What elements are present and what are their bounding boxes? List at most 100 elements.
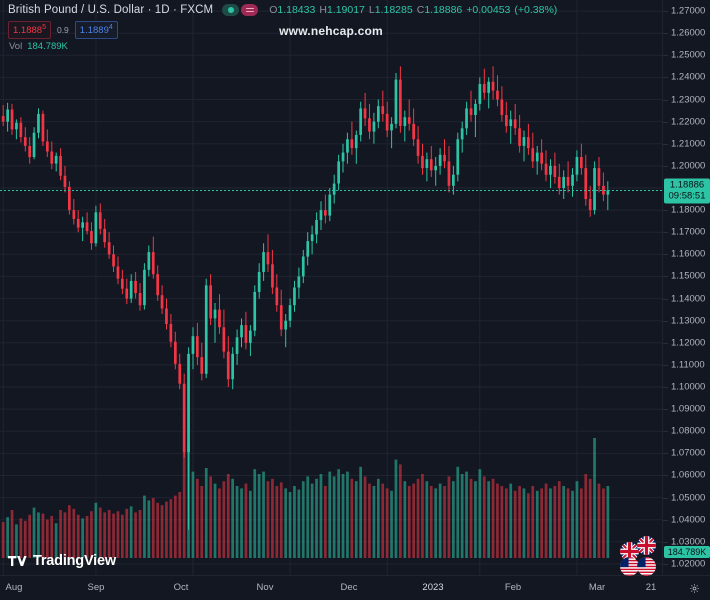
price-axis-tick bbox=[663, 143, 668, 145]
price-axis-tick bbox=[663, 55, 668, 57]
volume-axis-badge[interactable]: 184.789K bbox=[664, 546, 710, 558]
price-axis-label: 1.22000 bbox=[671, 116, 706, 128]
us-flag-icon-2 bbox=[637, 557, 656, 576]
high-key: H bbox=[319, 4, 327, 16]
spread-value: 0.9 bbox=[56, 24, 69, 35]
price-axis-tick bbox=[663, 33, 668, 35]
time-axis-label: 21 bbox=[645, 582, 657, 593]
bid-price-badge[interactable]: 1.18885 bbox=[8, 21, 51, 39]
price-axis-label: 1.23000 bbox=[671, 94, 706, 106]
tradingview-branding[interactable]: TradingView bbox=[8, 553, 116, 569]
current-price-time: 09:58:51 bbox=[668, 190, 706, 201]
price-axis-label: 1.27000 bbox=[671, 5, 706, 17]
ask-price-sup: 4 bbox=[108, 23, 113, 31]
time-axis-label: Oct bbox=[173, 582, 189, 593]
symbol-title[interactable]: British Pound / U.S. Dollar · 1D · FXCM bbox=[8, 4, 214, 16]
ohlc-legend: O1.18433 H1.19017 L1.18285 C1.18886 +0.00453… bbox=[269, 4, 557, 16]
open-value: 1.18433 bbox=[277, 4, 316, 16]
open-key: O bbox=[269, 4, 278, 16]
current-price-badge[interactable]: 1.18886 09:58:51 bbox=[664, 178, 710, 203]
price-axis-tick bbox=[663, 387, 668, 389]
price-axis-label: 1.12000 bbox=[671, 337, 706, 349]
chart-header: British Pound / U.S. Dollar · 1D · FXCM … bbox=[0, 0, 710, 20]
price-axis-tick bbox=[663, 121, 668, 123]
price-axis-label: 1.09000 bbox=[671, 403, 706, 415]
price-axis-label: 1.25000 bbox=[671, 49, 706, 61]
time-axis-label: Feb bbox=[504, 582, 522, 593]
price-axis-tick bbox=[663, 563, 668, 565]
change-percent: (+0.38%) bbox=[514, 4, 558, 16]
price-axis-tick bbox=[663, 409, 668, 411]
close-key: C bbox=[416, 4, 425, 16]
bid-ask-row: 1.18885 0.9 1.18894 bbox=[8, 21, 118, 39]
time-axis-label: Nov bbox=[256, 582, 274, 593]
time-axis-label: Mar bbox=[588, 582, 606, 593]
high-value: 1.19017 bbox=[326, 4, 365, 16]
price-axis-label: 1.20000 bbox=[671, 160, 706, 172]
price-axis[interactable]: 1.27000 1.26000 1.25000 1.24000 1.23000 1.220… bbox=[662, 0, 710, 575]
price-axis-label: 1.26000 bbox=[671, 27, 706, 39]
header-toggles bbox=[222, 4, 259, 16]
lines-toggle-icon[interactable] bbox=[241, 4, 259, 16]
price-axis-label: 1.02000 bbox=[671, 558, 706, 570]
price-axis-tick bbox=[663, 77, 668, 79]
price-axis-tick bbox=[663, 276, 668, 278]
price-axis-label: 1.05000 bbox=[671, 492, 706, 504]
price-axis-label: 1.14000 bbox=[671, 293, 706, 305]
price-axis-label: 1.07000 bbox=[671, 447, 706, 459]
price-axis-tick bbox=[663, 475, 668, 477]
tradingview-logo-icon bbox=[8, 556, 27, 566]
us-flag-icon bbox=[620, 557, 639, 576]
price-axis-tick bbox=[663, 541, 668, 543]
price-axis-tick bbox=[663, 11, 668, 13]
price-axis-tick bbox=[663, 165, 668, 167]
price-axis-label: 1.10000 bbox=[671, 381, 706, 393]
volume-legend: Vol 184.789K bbox=[9, 41, 68, 52]
chart-plot-area[interactable] bbox=[0, 0, 662, 575]
price-axis-label: 1.16000 bbox=[671, 248, 706, 260]
price-axis-tick bbox=[663, 497, 668, 499]
time-axis[interactable]: Aug Sep Oct Nov Dec 2023 Feb Mar 21 bbox=[0, 575, 710, 600]
price-axis-label: 1.11000 bbox=[671, 359, 705, 371]
price-axis-tick bbox=[663, 210, 668, 212]
current-price-value: 1.18886 bbox=[669, 179, 705, 190]
price-axis-tick bbox=[663, 99, 668, 101]
price-axis-label: 1.08000 bbox=[671, 425, 706, 437]
gear-icon[interactable] bbox=[689, 583, 700, 594]
low-key: L bbox=[368, 4, 375, 16]
price-axis-label: 1.21000 bbox=[671, 138, 706, 150]
time-axis-label: Aug bbox=[5, 582, 23, 593]
bid-price-sup: 5 bbox=[42, 23, 46, 31]
price-axis-tick bbox=[663, 232, 668, 234]
bid-price-value: 1.1888 bbox=[13, 24, 43, 36]
time-axis-label: Dec bbox=[340, 582, 358, 593]
ask-price-badge[interactable]: 1.18894 bbox=[74, 21, 118, 39]
price-axis-tick bbox=[663, 320, 668, 322]
price-axis-label: 1.06000 bbox=[671, 469, 706, 481]
candlestick-svg bbox=[0, 0, 662, 575]
tradingview-logo-text: TradingView bbox=[33, 553, 116, 569]
close-value: 1.18886 bbox=[424, 4, 463, 16]
volume-legend-value: 184.789K bbox=[27, 41, 68, 52]
time-axis-label: 2023 bbox=[422, 582, 444, 593]
low-value: 1.18285 bbox=[374, 4, 413, 16]
price-axis-tick bbox=[663, 364, 668, 366]
price-axis-label: 1.15000 bbox=[671, 270, 706, 282]
price-axis-label: 1.17000 bbox=[671, 226, 706, 238]
price-axis-label: 1.04000 bbox=[671, 514, 706, 526]
price-axis-tick bbox=[663, 519, 668, 521]
time-axis-label: Sep bbox=[87, 582, 105, 593]
price-axis-tick bbox=[663, 254, 668, 256]
circle-toggle-icon[interactable] bbox=[222, 4, 240, 16]
uk-flag-icon-2 bbox=[637, 536, 656, 555]
price-axis-tick bbox=[663, 431, 668, 433]
price-axis-label: 1.13000 bbox=[671, 315, 706, 327]
change-value: +0.00453 bbox=[466, 4, 511, 16]
volume-legend-label: Vol bbox=[9, 41, 23, 52]
price-axis-tick bbox=[663, 298, 668, 300]
price-axis-label: 1.03000 bbox=[671, 536, 706, 548]
price-axis-label: 1.24000 bbox=[671, 71, 706, 83]
watermark-text: www.nehcap.com bbox=[279, 24, 383, 38]
price-axis-tick bbox=[663, 453, 668, 455]
